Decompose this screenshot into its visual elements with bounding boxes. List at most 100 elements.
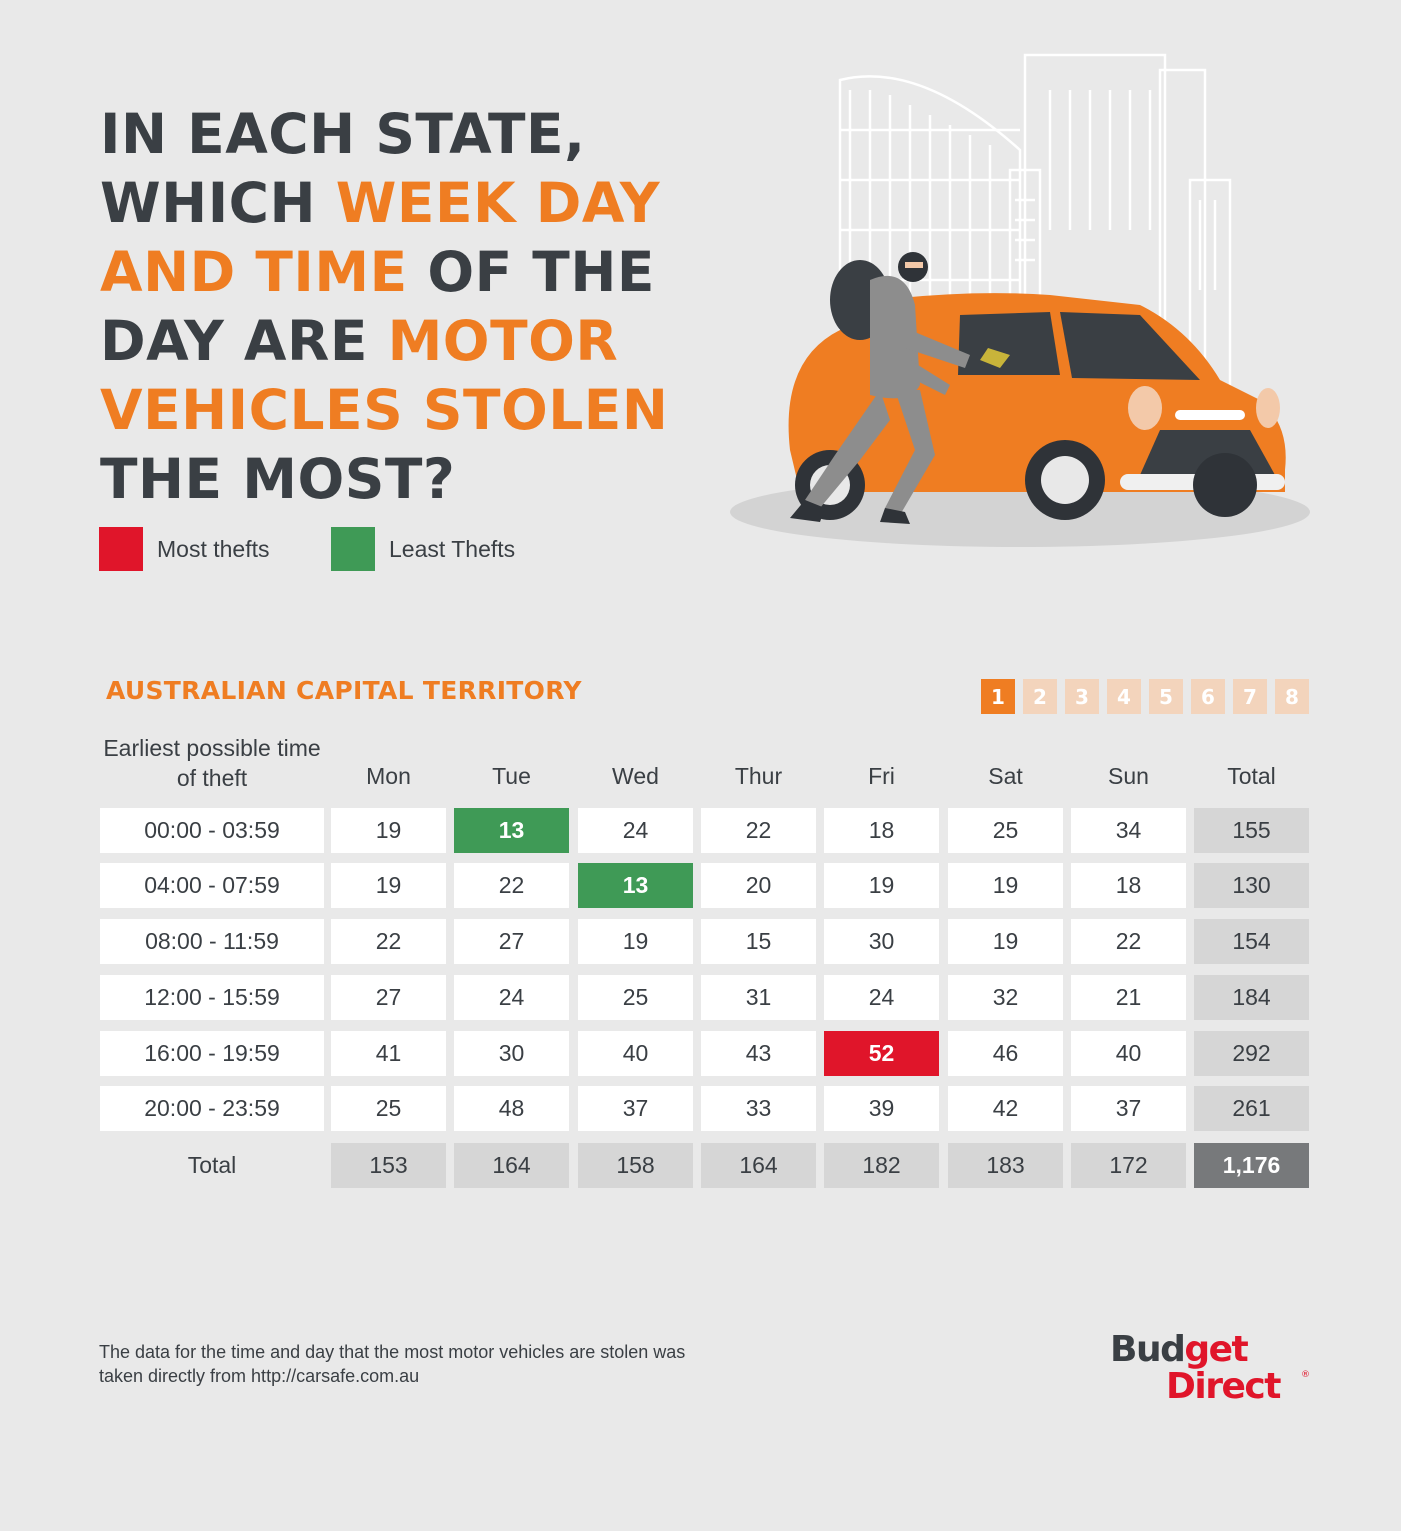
row-total-cell: 155 <box>1194 808 1309 853</box>
table-cell: 39 <box>824 1086 939 1131</box>
column-total-cell: 183 <box>948 1143 1063 1188</box>
table-cell: 37 <box>578 1086 693 1131</box>
time-range-label: 00:00 - 03:59 <box>100 808 324 853</box>
table-cell: 22 <box>701 808 816 853</box>
column-total-cell: 182 <box>824 1143 939 1188</box>
total-row-label: Total <box>187 1152 237 1178</box>
headline-text: IN EACH STATE, WHICH <box>100 102 586 235</box>
table-cell: 42 <box>948 1086 1063 1131</box>
table-cell: 32 <box>948 975 1063 1020</box>
table-cell: 27 <box>331 975 446 1020</box>
time-column-header: Earliest possible time of theft <box>103 735 321 791</box>
page-button-3[interactable]: 3 <box>1065 679 1099 714</box>
row-total-cell: 184 <box>1194 975 1309 1020</box>
car-thief-illustration <box>730 53 1310 547</box>
legend-least-label: Least Thefts <box>389 535 516 562</box>
logo-bud: Budget <box>1110 1329 1249 1370</box>
logo-bud-text: Bud <box>1110 1329 1184 1370</box>
table-cell: 22 <box>1071 919 1186 964</box>
table-cell: 25 <box>331 1086 446 1131</box>
legend-least: Least Thefts <box>331 527 515 571</box>
headline-text: THE MOST? <box>100 447 456 511</box>
table-cell: 37 <box>1071 1086 1186 1131</box>
legend-least-swatch <box>331 527 375 571</box>
legend-most-swatch <box>99 527 143 571</box>
headline-highlight: WEEK DAY AND TIME <box>100 171 661 304</box>
footnote: The data for the time and day that the m… <box>99 1342 686 1386</box>
row-total-cell: 154 <box>1194 919 1309 964</box>
region-title: AUSTRALIAN CAPITAL TERRITORY <box>106 676 582 705</box>
column-header-fri: Fri <box>868 763 895 789</box>
table-cell: 24 <box>578 808 693 853</box>
column-total-cell: 164 <box>454 1143 569 1188</box>
table-cell: 15 <box>701 919 816 964</box>
page-button-1[interactable]: 1 <box>981 679 1015 714</box>
time-range-label: 08:00 - 11:59 <box>100 919 324 964</box>
table-cell: 19 <box>948 919 1063 964</box>
column-header-wed: Wed <box>612 763 659 789</box>
table-cell: 13 <box>578 863 693 908</box>
page-button-7[interactable]: 7 <box>1233 679 1267 714</box>
table-cell: 52 <box>824 1031 939 1076</box>
table-cell: 25 <box>948 808 1063 853</box>
table-cell: 19 <box>948 863 1063 908</box>
time-range-label: 12:00 - 15:59 <box>100 975 324 1020</box>
headline: IN EACH STATE, WHICH WEEK DAY AND TIME O… <box>100 100 720 514</box>
table-cell: 19 <box>824 863 939 908</box>
table-cell: 25 <box>578 975 693 1020</box>
table-cell: 46 <box>948 1031 1063 1076</box>
table-cell: 13 <box>454 808 569 853</box>
column-total-cell: 164 <box>701 1143 816 1188</box>
column-header-sat: Sat <box>988 763 1023 789</box>
headline-highlight: MOTOR VEHICLES STOLEN <box>100 309 669 442</box>
row-total-cell: 130 <box>1194 863 1309 908</box>
column-total-cell: 172 <box>1071 1143 1186 1188</box>
table-cell: 18 <box>824 808 939 853</box>
legend-most-label: Most thefts <box>157 535 270 562</box>
column-total-cell: 158 <box>578 1143 693 1188</box>
table-cell: 18 <box>1071 863 1186 908</box>
column-header-tue: Tue <box>492 763 531 789</box>
table-cell: 22 <box>331 919 446 964</box>
page-button-8[interactable]: 8 <box>1275 679 1309 714</box>
time-range-label: 20:00 - 23:59 <box>100 1086 324 1131</box>
table-cell: 24 <box>454 975 569 1020</box>
table-cell: 30 <box>824 919 939 964</box>
column-header-mon: Mon <box>366 763 411 789</box>
headline-text: OF THE DAY ARE <box>100 240 655 373</box>
table-cell: 19 <box>331 808 446 853</box>
table-cell: 20 <box>701 863 816 908</box>
column-header-thur: Thur <box>734 763 783 789</box>
table-cell: 24 <box>824 975 939 1020</box>
column-total-cell: 153 <box>331 1143 446 1188</box>
time-range-label: 04:00 - 07:59 <box>100 863 324 908</box>
table-cell: 27 <box>454 919 569 964</box>
table-cell: 33 <box>701 1086 816 1131</box>
table-cell: 48 <box>454 1086 569 1131</box>
grand-total-cell: 1,176 <box>1194 1143 1309 1188</box>
table-cell: 19 <box>331 863 446 908</box>
table-cell: 41 <box>331 1031 446 1076</box>
table-cell: 21 <box>1071 975 1186 1020</box>
table-cell: 34 <box>1071 808 1186 853</box>
time-range-label: 16:00 - 19:59 <box>100 1031 324 1076</box>
table-cell: 43 <box>701 1031 816 1076</box>
logo-get-text: get <box>1184 1329 1248 1370</box>
page-button-2[interactable]: 2 <box>1023 679 1057 714</box>
budget-direct-logo: Budget Direct ® <box>1110 1329 1310 1407</box>
table-cell: 19 <box>578 919 693 964</box>
table-cell: 22 <box>454 863 569 908</box>
legend-most: Most thefts <box>99 527 269 571</box>
page-button-6[interactable]: 6 <box>1191 679 1225 714</box>
page-button-5[interactable]: 5 <box>1149 679 1183 714</box>
table-cell: 40 <box>1071 1031 1186 1076</box>
column-header-sun: Sun <box>1108 763 1149 789</box>
column-header-total: Total <box>1227 763 1276 789</box>
row-total-cell: 261 <box>1194 1086 1309 1131</box>
table-cell: 31 <box>701 975 816 1020</box>
page-button-4[interactable]: 4 <box>1107 679 1141 714</box>
row-total-cell: 292 <box>1194 1031 1309 1076</box>
table-cell: 30 <box>454 1031 569 1076</box>
logo-registered-mark: ® <box>1301 1370 1310 1380</box>
